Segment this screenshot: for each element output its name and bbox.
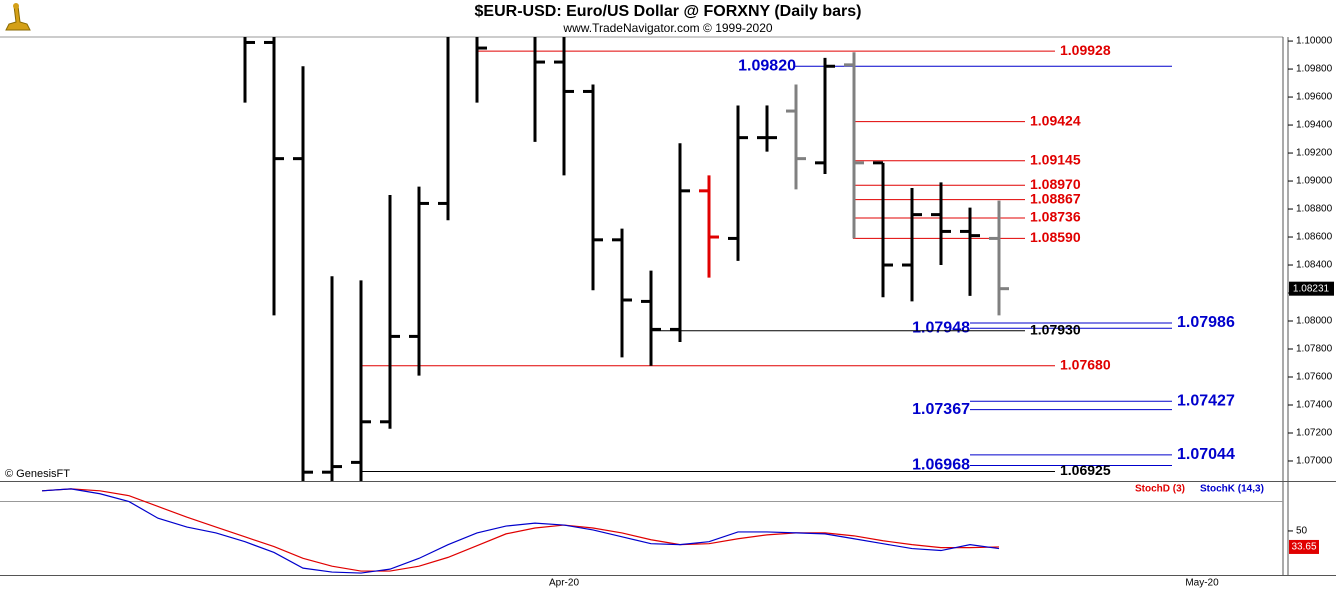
level-label: 1.07948	[912, 320, 970, 337]
level-label: 1.07044	[1177, 446, 1235, 463]
y-tick-label: 50	[1296, 526, 1308, 537]
level-label: 1.08970	[1030, 176, 1081, 192]
level-label: 1.07930	[1030, 322, 1081, 338]
level-label: 1.08590	[1030, 229, 1081, 245]
level-label: 1.07427	[1177, 392, 1235, 409]
levels: 1.09928 1.09820 1.09424 1.09145 1.089701.088…	[360, 42, 1235, 478]
y-tick-label: 1.07000	[1296, 456, 1333, 467]
x-tick-label: May-20	[1185, 578, 1219, 589]
last-price-box	[1289, 281, 1334, 296]
last-value-label: 33.65	[1291, 542, 1316, 553]
stoch-lines	[41, 488, 1000, 574]
y-tick-label: 1.07800	[1296, 344, 1333, 355]
y-tick-label: 1.07600	[1296, 372, 1333, 383]
last-value-box	[1289, 539, 1319, 554]
level-label: 1.09820	[738, 57, 796, 74]
level-label: 1.07680	[1060, 357, 1111, 373]
legend-entry: StochK (14,3)	[1200, 484, 1264, 495]
level-label: 1.09424	[1030, 112, 1081, 128]
level-label: 1.07986	[1177, 314, 1235, 331]
price-bars	[243, 37, 1009, 481]
source-note: © GenesisFT	[5, 468, 70, 480]
y-tick-label: 1.09200	[1296, 148, 1333, 159]
stoch-line	[41, 488, 1000, 574]
y-tick-label: 1.09800	[1296, 64, 1333, 75]
y-tick-label: 1.08400	[1296, 260, 1333, 271]
stoch-line	[41, 488, 1000, 572]
chart-title: $EUR-USD: Euro/US Dollar @ FORXNY (Daily…	[475, 3, 862, 20]
y-tick-label: 1.08000	[1296, 316, 1333, 327]
level-label: 1.09145	[1030, 151, 1081, 167]
y-tick-label: 1.09000	[1296, 176, 1333, 187]
level-label: 1.06925	[1060, 462, 1111, 478]
y-tick-label: 1.08600	[1296, 232, 1333, 243]
y-tick-label: 1.07200	[1296, 428, 1333, 439]
level-label: 1.08867	[1030, 190, 1081, 206]
level-label: 1.09928	[1060, 42, 1111, 58]
y-tick-label: 1.08800	[1296, 204, 1333, 215]
logo	[5, 3, 31, 31]
level-label: 1.07367	[912, 401, 970, 418]
level-label: 1.06968	[912, 457, 970, 474]
y-tick-label: 1.09600	[1296, 92, 1333, 103]
last-price-label: 1.08231	[1293, 283, 1330, 294]
y-tick-label: 1.09400	[1296, 120, 1333, 131]
chart-subtitle: www.TradeNavigator.com © 1999-2020	[562, 21, 772, 35]
y-tick-label: 1.10000	[1296, 36, 1333, 47]
y-tick-label: 1.07400	[1296, 400, 1333, 411]
x-tick-label: Apr-20	[549, 578, 579, 589]
level-label: 1.08736	[1030, 209, 1081, 225]
legend-entry: StochD (3)	[1135, 484, 1185, 495]
